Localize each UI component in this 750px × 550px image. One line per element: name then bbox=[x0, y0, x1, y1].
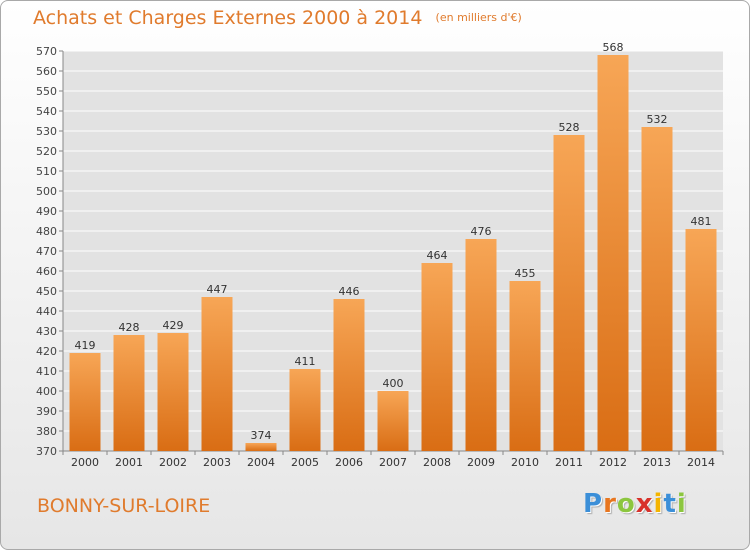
data-label: 419 bbox=[75, 339, 96, 352]
bar bbox=[245, 443, 277, 451]
y-tick-label: 570 bbox=[36, 45, 57, 58]
data-label: 481 bbox=[691, 215, 712, 228]
y-tick-label: 470 bbox=[36, 245, 57, 258]
y-tick-label: 390 bbox=[36, 405, 57, 418]
x-tick-label: 2012 bbox=[599, 456, 627, 469]
y-tick-label: 560 bbox=[36, 65, 57, 78]
x-tick-label: 2005 bbox=[291, 456, 319, 469]
y-tick-label: 440 bbox=[36, 305, 57, 318]
y-tick-label: 530 bbox=[36, 125, 57, 138]
y-tick-label: 450 bbox=[36, 285, 57, 298]
bar bbox=[157, 333, 189, 451]
data-label: 400 bbox=[383, 377, 404, 390]
data-label: 374 bbox=[251, 429, 272, 442]
x-tick-label: 2003 bbox=[203, 456, 231, 469]
bar bbox=[377, 391, 409, 451]
logo-letter: o bbox=[616, 489, 636, 519]
x-tick-label: 2000 bbox=[71, 456, 99, 469]
logo-letter: i bbox=[676, 489, 687, 519]
x-tick-label: 2014 bbox=[687, 456, 715, 469]
y-tick-label: 550 bbox=[36, 85, 57, 98]
x-tick-label: 2001 bbox=[115, 456, 143, 469]
data-label: 447 bbox=[207, 283, 228, 296]
data-label: 528 bbox=[559, 121, 580, 134]
proxiti-logo[interactable]: Proxiti bbox=[583, 489, 687, 519]
y-tick-label: 490 bbox=[36, 205, 57, 218]
x-tick-label: 2004 bbox=[247, 456, 275, 469]
y-tick-label: 540 bbox=[36, 105, 57, 118]
y-tick-label: 370 bbox=[36, 445, 57, 458]
data-label: 568 bbox=[603, 41, 624, 54]
x-tick-label: 2013 bbox=[643, 456, 671, 469]
bar bbox=[641, 127, 673, 451]
y-tick-label: 510 bbox=[36, 165, 57, 178]
bar bbox=[289, 369, 321, 451]
bar bbox=[597, 55, 629, 451]
chart-title-block: Achats et Charges Externes 2000 à 2014 (… bbox=[33, 7, 522, 29]
y-tick-label: 410 bbox=[36, 365, 57, 378]
logo-letter: r bbox=[603, 489, 617, 519]
bar bbox=[113, 335, 145, 451]
data-label: 446 bbox=[339, 285, 360, 298]
y-tick-label: 420 bbox=[36, 345, 57, 358]
data-label: 429 bbox=[163, 319, 184, 332]
data-label: 428 bbox=[119, 321, 140, 334]
y-tick-label: 380 bbox=[36, 425, 57, 438]
chart-title: Achats et Charges Externes 2000 à 2014 bbox=[33, 7, 423, 29]
city-name: BONNY-SUR-LOIRE bbox=[37, 495, 211, 517]
y-tick-label: 520 bbox=[36, 145, 57, 158]
x-tick-label: 2002 bbox=[159, 456, 187, 469]
y-tick-label: 400 bbox=[36, 385, 57, 398]
bar bbox=[685, 229, 717, 451]
bar bbox=[201, 297, 233, 451]
data-label: 532 bbox=[647, 113, 668, 126]
bar bbox=[421, 263, 453, 451]
bar bbox=[333, 299, 365, 451]
logo-letter: i bbox=[653, 489, 664, 519]
y-tick-label: 480 bbox=[36, 225, 57, 238]
data-label: 455 bbox=[515, 267, 536, 280]
x-tick-label: 2009 bbox=[467, 456, 495, 469]
bar bbox=[509, 281, 541, 451]
y-tick-label: 460 bbox=[36, 265, 57, 278]
bar bbox=[69, 353, 101, 451]
y-tick-label: 500 bbox=[36, 185, 57, 198]
x-tick-label: 2006 bbox=[335, 456, 363, 469]
logo-letter: x bbox=[635, 489, 654, 519]
y-tick-label: 430 bbox=[36, 325, 57, 338]
x-tick-label: 2008 bbox=[423, 456, 451, 469]
bar bbox=[553, 135, 585, 451]
data-label: 464 bbox=[427, 249, 448, 262]
chart-subtitle: (en milliers d'€) bbox=[435, 11, 522, 24]
logo-letter: t bbox=[663, 489, 677, 519]
x-tick-label: 2007 bbox=[379, 456, 407, 469]
bar bbox=[465, 239, 497, 451]
data-label: 476 bbox=[471, 225, 492, 238]
x-tick-label: 2010 bbox=[511, 456, 539, 469]
data-label: 411 bbox=[295, 355, 316, 368]
logo-letter: P bbox=[583, 489, 604, 519]
x-tick-label: 2011 bbox=[555, 456, 583, 469]
